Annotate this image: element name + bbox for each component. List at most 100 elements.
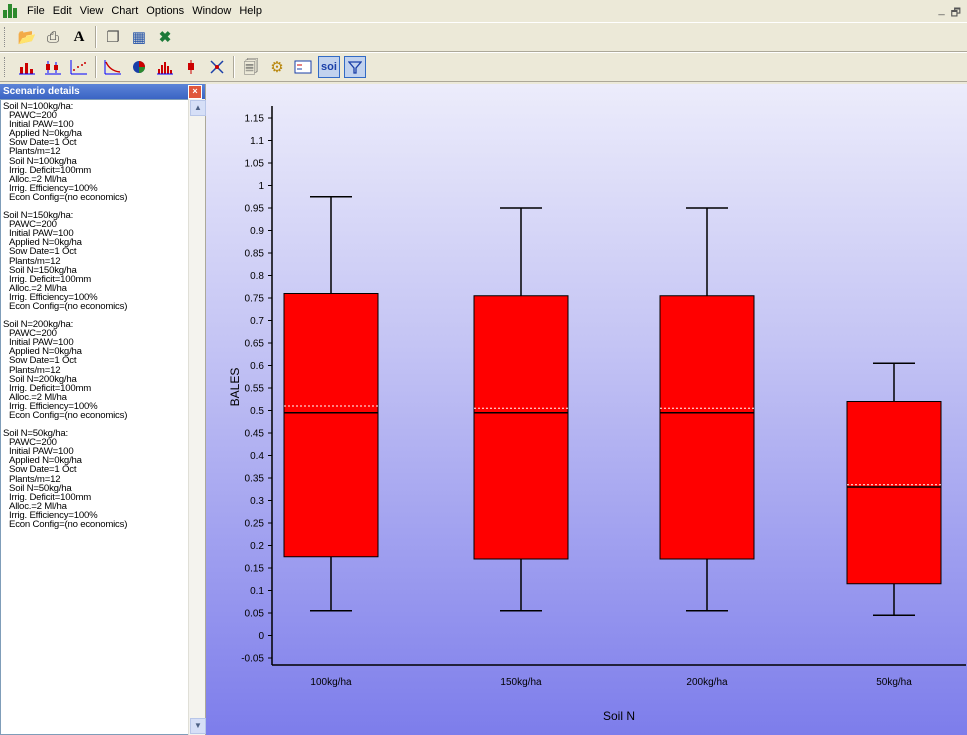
close-icon[interactable]: × bbox=[188, 85, 202, 99]
y-tick-label: 0.25 bbox=[245, 519, 265, 530]
toolbar-separator bbox=[233, 56, 235, 78]
y-tick-label: 0.6 bbox=[250, 361, 264, 372]
candlestick-icon[interactable] bbox=[180, 56, 202, 78]
minimize-button[interactable]: _ bbox=[938, 4, 945, 16]
scenario-block: Soil N=50kg/ha: PAWC=200 Initial PAW=100 Ap… bbox=[3, 428, 188, 530]
scenario-title: Soil N=150kg/ha: bbox=[3, 210, 74, 222]
print-icon[interactable]: ⎙ bbox=[46, 28, 59, 46]
scenario-detail-line: Sow Date=1 Oct bbox=[9, 246, 77, 258]
menu-options[interactable]: Options bbox=[146, 5, 185, 17]
panel-header: Scenario details × bbox=[0, 84, 205, 99]
scenario-detail-line: Soil N=200kg/ha bbox=[9, 373, 77, 385]
copy-icon[interactable]: ❐ bbox=[106, 28, 120, 46]
scenario-detail-line: Alloc.=2 Ml/ha bbox=[9, 500, 67, 512]
bar-chart-icon[interactable] bbox=[16, 56, 38, 78]
toolbar-file: 📂 ⎙ A ❐ ▦ ✖ bbox=[0, 22, 967, 52]
excel-icon[interactable]: ✖ bbox=[158, 28, 172, 46]
box-iqr bbox=[473, 295, 569, 560]
menu-edit[interactable]: Edit bbox=[52, 5, 72, 17]
properties-icon[interactable]: 🗐 bbox=[243, 58, 259, 76]
menu-file[interactable]: File bbox=[27, 5, 45, 17]
scenario-detail-line: Irrig. Efficiency=100% bbox=[9, 400, 98, 412]
scenario-detail-line: Econ Config=(no economics) bbox=[9, 300, 128, 312]
scatter-icon[interactable] bbox=[68, 56, 90, 78]
y-tick-label: 0.45 bbox=[245, 429, 265, 440]
scenario-detail-line: Initial PAW=100 bbox=[9, 228, 74, 240]
scenario-title: Soil N=50kg/ha: bbox=[3, 428, 68, 440]
scenario-detail-line: Soil N=150kg/ha bbox=[9, 264, 77, 276]
toolbar-grip[interactable] bbox=[4, 27, 8, 47]
y-tick-label: 1.05 bbox=[245, 159, 265, 170]
y-tick-label: 1.15 bbox=[245, 114, 265, 125]
scenario-detail-line: Soil N=100kg/ha bbox=[9, 155, 77, 167]
panel-title: Scenario details bbox=[3, 86, 80, 97]
copy-data-icon[interactable]: ▦ bbox=[131, 28, 147, 46]
series-config-icon[interactable]: ⚙ bbox=[270, 58, 284, 76]
y-tick-label: 0.3 bbox=[250, 496, 264, 507]
scenario-detail-line: Sow Date=1 Oct bbox=[9, 137, 77, 149]
box-iqr bbox=[659, 295, 755, 560]
exceedance-icon[interactable] bbox=[102, 56, 124, 78]
menu-help[interactable]: Help bbox=[239, 5, 262, 17]
histogram-icon[interactable] bbox=[154, 56, 176, 78]
box-iqr bbox=[283, 293, 379, 558]
scenario-detail-line: Econ Config=(no economics) bbox=[9, 191, 128, 203]
pie-icon[interactable] bbox=[128, 56, 150, 78]
box-plot-icon[interactable] bbox=[42, 56, 64, 78]
menu-bar: File Edit View Chart Options Window Help… bbox=[0, 0, 967, 22]
scroll-up-icon[interactable]: ▲ bbox=[190, 100, 206, 116]
scenario-detail-line: Plants/m=12 bbox=[9, 364, 61, 376]
legend-icon[interactable] bbox=[292, 56, 314, 78]
menu-chart[interactable]: Chart bbox=[111, 5, 139, 17]
scenario-detail-line: PAWC=200 bbox=[9, 328, 57, 340]
scroll-down-icon[interactable]: ▼ bbox=[190, 718, 206, 734]
scenario-block: Soil N=100kg/ha: PAWC=200 Initial PAW=100 A… bbox=[3, 101, 188, 203]
open-folder-icon[interactable]: 📂 bbox=[17, 28, 37, 46]
scenario-block: Soil N=150kg/ha: PAWC=200 Initial PAW=100 A… bbox=[3, 210, 188, 312]
scenario-detail-line: Applied N=0kg/ha bbox=[9, 237, 82, 249]
restore-button[interactable]: 🗗 bbox=[950, 7, 961, 19]
scenario-detail-line: Irrig. Efficiency=100% bbox=[9, 182, 98, 194]
y-tick-label: 0.7 bbox=[250, 316, 264, 327]
scenario-scrollbar[interactable]: ▲ ▼ bbox=[188, 99, 206, 735]
y-tick-label: 0.65 bbox=[245, 339, 265, 350]
menu-window[interactable]: Window bbox=[192, 5, 232, 17]
x-category-label: 150kg/ha bbox=[500, 677, 542, 688]
x-category-label: 50kg/ha bbox=[876, 677, 912, 688]
filter-icon[interactable] bbox=[344, 56, 366, 78]
scenario-detail-line: Irrig. Deficit=100mm bbox=[9, 164, 92, 176]
scenario-detail-line: PAWC=200 bbox=[9, 110, 57, 122]
toolbar-separator bbox=[95, 26, 97, 48]
soi-button[interactable]: soi bbox=[318, 56, 340, 78]
font-icon[interactable]: A bbox=[73, 28, 85, 45]
xy-icon[interactable] bbox=[206, 56, 228, 78]
y-tick-label: 0.5 bbox=[250, 406, 264, 417]
scenario-details-panel: Scenario details × Soil N=100kg/ha: PAWC=… bbox=[0, 84, 206, 735]
y-tick-label: 0.35 bbox=[245, 474, 265, 485]
scenario-detail-line: Alloc.=2 Ml/ha bbox=[9, 282, 67, 294]
y-tick-label: 0.4 bbox=[250, 451, 264, 462]
scenario-detail-line: Plants/m=12 bbox=[9, 146, 61, 158]
scenario-detail-line: Irrig. Deficit=100mm bbox=[9, 491, 92, 503]
scenario-detail-line: Initial PAW=100 bbox=[9, 337, 74, 349]
toolbar-grip[interactable] bbox=[4, 57, 8, 77]
scenario-list[interactable]: Soil N=100kg/ha: PAWC=200 Initial PAW=100 A… bbox=[0, 99, 189, 735]
scenario-detail-line: Alloc.=2 Ml/ha bbox=[9, 173, 67, 185]
soi-label: soi bbox=[321, 60, 337, 73]
chart-area[interactable]: 1.15 1.1 1.05 1 0.95 0.9 0.85 0.8 0.75 0.7 0.65 0.6… bbox=[206, 84, 967, 735]
x-category-label: 100kg/ha bbox=[310, 677, 352, 688]
y-tick-label: 0.05 bbox=[245, 609, 265, 620]
app-icon[interactable] bbox=[3, 4, 17, 18]
y-tick-label: -0.05 bbox=[241, 654, 264, 665]
y-tick-label: 0.8 bbox=[250, 271, 264, 282]
scenario-detail-line: Plants/m=12 bbox=[9, 473, 61, 485]
menu-view[interactable]: View bbox=[79, 5, 104, 17]
scenario-title: Soil N=100kg/ha: bbox=[3, 101, 74, 112]
x-category-label: 200kg/ha bbox=[686, 677, 728, 688]
scenario-detail-line: Applied N=0kg/ha bbox=[9, 346, 82, 358]
scenario-detail-line: Irrig. Efficiency=100% bbox=[9, 509, 98, 521]
y-axis-title: BALES bbox=[228, 368, 242, 407]
toolbar-separator bbox=[95, 56, 97, 78]
y-tick-label: 0.75 bbox=[245, 294, 265, 305]
box-plot-chart: 1.15 1.1 1.05 1 0.95 0.9 0.85 0.8 0.75 0.7 0.65 0.6… bbox=[228, 106, 966, 723]
